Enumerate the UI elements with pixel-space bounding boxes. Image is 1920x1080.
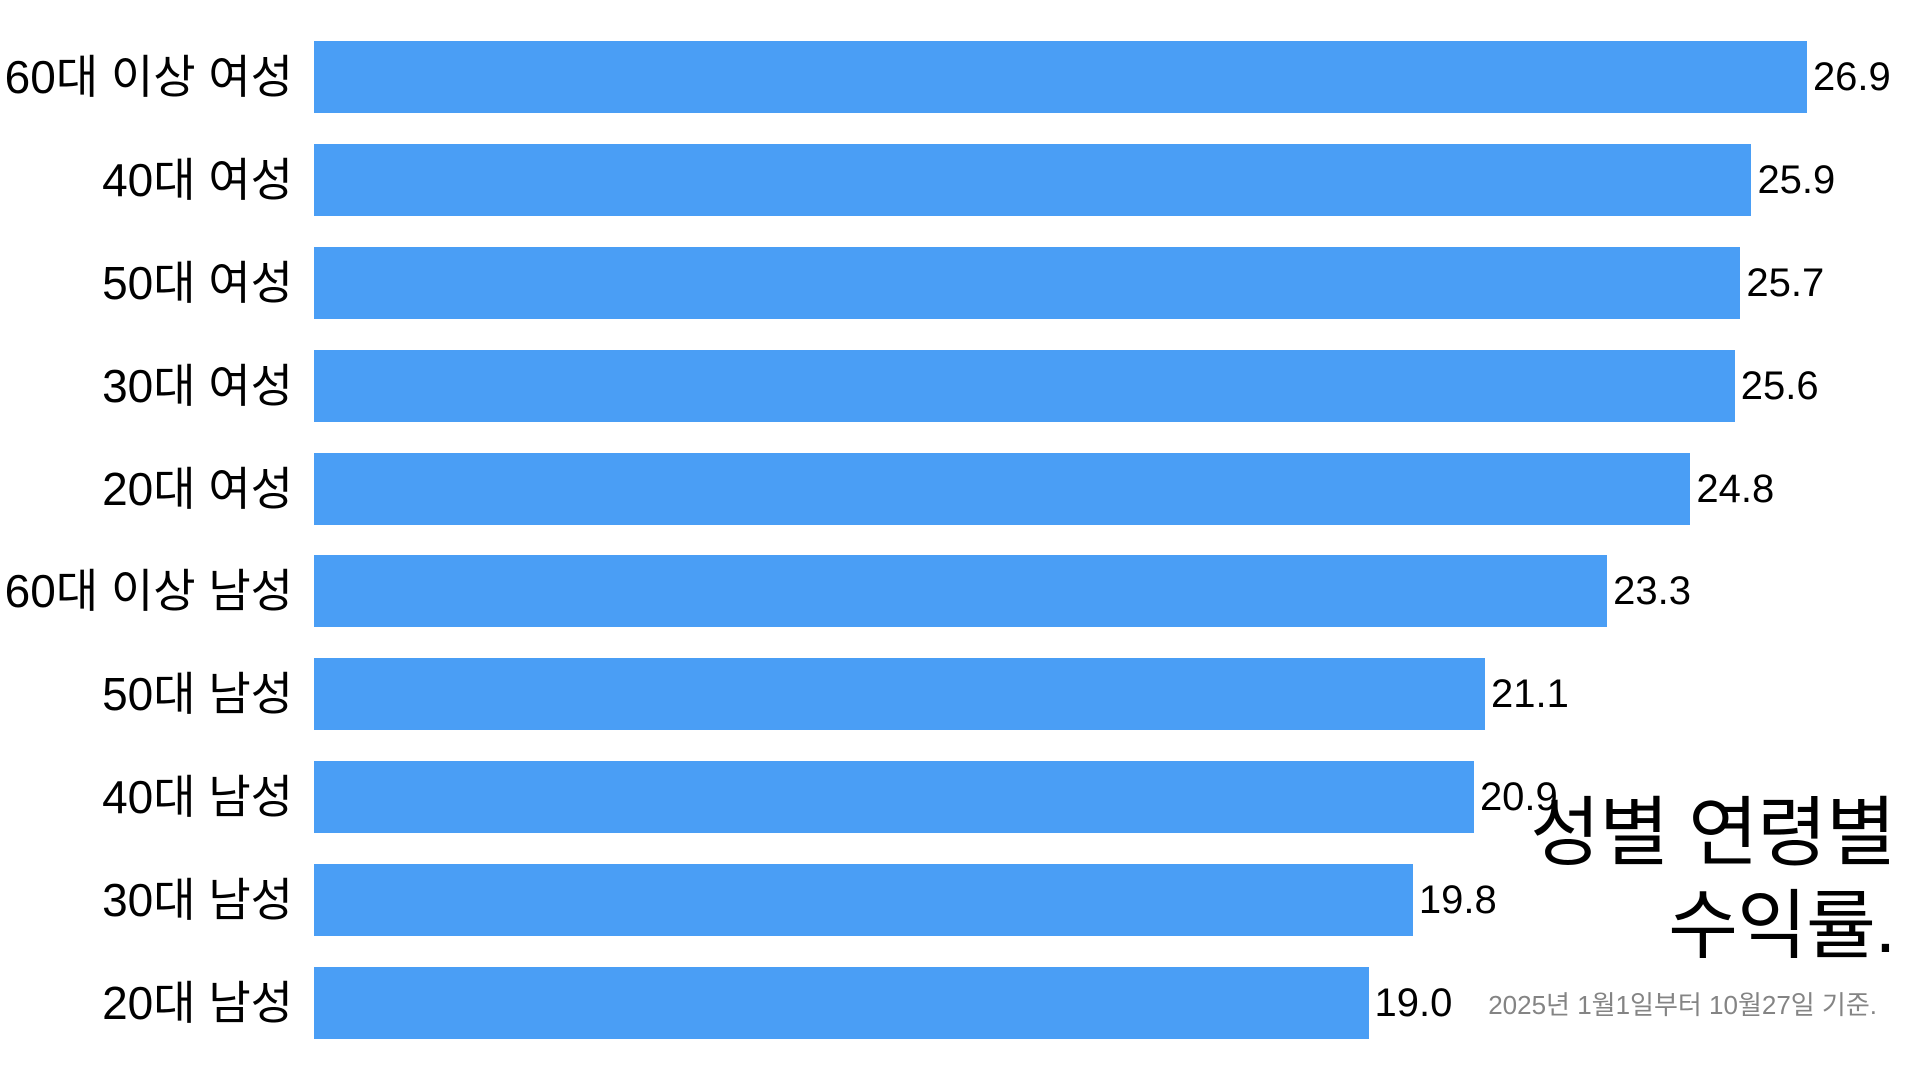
bar-row: 60대 이상 여성 26.9 <box>0 26 1920 129</box>
value-label: 25.7 <box>1746 260 1825 305</box>
bar <box>314 555 1608 628</box>
bar <box>314 41 1807 114</box>
chart-title-line-1: 성별 연령별 <box>1530 791 1896 876</box>
bar <box>314 144 1752 217</box>
value-label: 25.6 <box>1740 363 1819 408</box>
category-label: 40대 남성 <box>102 770 293 823</box>
bar-row: 40대 남성 20.9 <box>0 746 1920 849</box>
value-label: 19.0 <box>1374 980 1453 1025</box>
value-label: 20.9 <box>1479 774 1558 819</box>
bar <box>314 452 1691 525</box>
bar <box>314 966 1369 1039</box>
category-label: 50대 남성 <box>102 668 293 721</box>
value-label: 21.1 <box>1491 672 1569 717</box>
value-label: 25.9 <box>1757 158 1836 203</box>
bar <box>314 658 1486 731</box>
bar-row: 20대 남성 19.0 <box>0 951 1920 1054</box>
category-label: 30대 여성 <box>102 359 293 412</box>
value-label: 23.3 <box>1613 569 1691 614</box>
chart-title-block: 성별 연령별 수익률. 2025년 1월1일부터 10월27일 기준. <box>1488 788 1896 1022</box>
bar-row: 40대 여성 25.9 <box>0 129 1920 232</box>
bar-row: 60대 이상 남성 23.3 <box>0 540 1920 643</box>
chart-title-line-2: 수익률. <box>1668 883 1896 969</box>
category-label: 50대 여성 <box>102 256 293 309</box>
bar <box>314 760 1474 833</box>
bar-row: 50대 여성 25.7 <box>0 232 1920 335</box>
chart-subtitle: 2025년 1월1일부터 10월27일 기준. <box>1488 990 1877 1021</box>
value-label: 26.9 <box>1812 55 1891 100</box>
value-label: 24.8 <box>1696 466 1775 511</box>
bar-row: 30대 남성 19.8 <box>0 848 1920 951</box>
category-label: 30대 남성 <box>102 873 293 926</box>
category-label: 20대 남성 <box>102 976 293 1029</box>
category-label: 60대 이상 남성 <box>4 565 293 618</box>
bar <box>314 863 1413 936</box>
bar-row: 20대 여성 24.8 <box>0 437 1920 540</box>
bar-row: 30대 여성 25.6 <box>0 334 1920 437</box>
value-label: 19.8 <box>1418 877 1497 922</box>
bar-row: 50대 남성 21.1 <box>0 643 1920 746</box>
category-label: 40대 여성 <box>102 154 293 207</box>
bar-chart-plot-area: 60대 이상 여성 26.9 40대 여성 25.9 50대 여성 25.7 3… <box>0 26 1920 1054</box>
bar <box>314 349 1735 422</box>
category-label: 20대 여성 <box>102 462 293 515</box>
category-label: 60대 이상 여성 <box>4 51 293 104</box>
bar <box>314 246 1741 319</box>
